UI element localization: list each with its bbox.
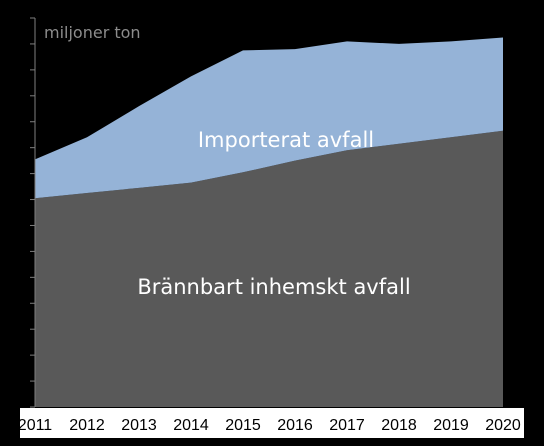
- x-tick-label: 2019: [433, 417, 469, 434]
- x-axis-band: [20, 408, 524, 438]
- unit-label: miljoner ton: [44, 23, 141, 42]
- series-label-domestic: Brännbart inhemskt avfall: [137, 275, 410, 299]
- area-series-imported: [35, 37, 503, 199]
- series-label-imported: Importerat avfall: [198, 128, 374, 152]
- x-tick-label: 2014: [173, 417, 209, 434]
- x-tick-label: 2017: [329, 417, 365, 434]
- x-tick-label: 2015: [225, 417, 261, 434]
- x-tick-label: 2012: [69, 417, 105, 434]
- x-tick-label: 2013: [121, 417, 157, 434]
- x-tick-label: 2018: [381, 417, 417, 434]
- x-tick-label: 2011: [18, 417, 53, 434]
- area-series-domestic: [35, 130, 503, 407]
- x-tick-label: 2020: [485, 417, 521, 434]
- x-tick-label: 2016: [277, 417, 313, 434]
